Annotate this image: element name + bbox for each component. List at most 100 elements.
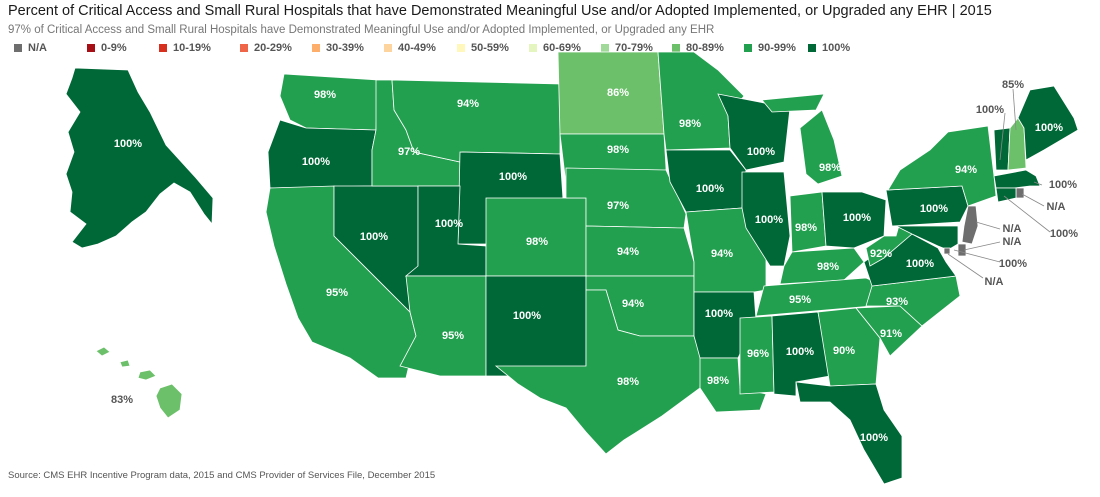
legend-item-60-69[interactable]: 60-69% (529, 41, 581, 55)
state-label-wyoming: 100% (499, 171, 527, 183)
legend-item-10-19[interactable]: 10-19% (159, 41, 211, 55)
legend-swatch (159, 44, 167, 52)
source-note: Source: CMS EHR Incentive Program data, … (8, 470, 436, 481)
state-michigan[interactable] (761, 93, 843, 185)
state-label-louisiana: 98% (707, 375, 729, 387)
legend-item-20-29[interactable]: 20-29% (240, 41, 292, 55)
state-label-alaska: 100% (114, 138, 142, 150)
legend-item-30-39[interactable]: 30-39% (312, 41, 364, 55)
state-label-pennsylvania: 100% (920, 203, 948, 215)
state-alaska[interactable] (65, 67, 214, 249)
legend-label: 100% (822, 42, 851, 54)
state-label-massachusetts: 100% (1049, 179, 1077, 191)
state-shapes (65, 51, 1079, 485)
state-new-york[interactable] (887, 125, 997, 207)
state-label-maryland: 100% (999, 258, 1027, 270)
state-label-oregon: 100% (302, 156, 330, 168)
legend-item-90-99[interactable]: 90-99% (744, 41, 796, 55)
state-label-tennessee: 95% (789, 294, 811, 306)
legend-swatch (87, 44, 95, 52)
state-label-georgia: 90% (833, 345, 855, 357)
state-label-ohio: 100% (843, 212, 871, 224)
state-illinois[interactable] (741, 171, 791, 267)
state-label-texas: 98% (617, 376, 639, 388)
leader-line (953, 249, 1001, 263)
state-label-missouri: 94% (711, 248, 733, 260)
legend-label: 90-99% (758, 42, 796, 54)
legend-item-80-89[interactable]: 80-89% (672, 41, 724, 55)
legend-label: 80-89% (686, 42, 724, 54)
map-subtitle: 97% of Critical Access and Small Rural H… (8, 24, 715, 36)
callout-leader-lines (947, 88, 1051, 279)
legend-label: 20-29% (254, 42, 292, 54)
state-label-alabama: 100% (786, 346, 814, 358)
legend-item-40-49[interactable]: 40-49% (384, 41, 436, 55)
state-label-wisconsin: 100% (747, 146, 775, 158)
state-value-labels: 100% 83% 98% 100% 95% 100% 97% 94% 100% 100% 95% 98… (111, 79, 1078, 444)
leader-line (1033, 181, 1043, 186)
state-label-indiana: 98% (795, 222, 817, 234)
leader-line (999, 112, 1006, 161)
legend-label: 70-79% (615, 42, 653, 54)
legend-swatch (672, 44, 680, 52)
state-rhode-island[interactable] (1015, 187, 1025, 199)
state-label-colorado: 98% (526, 236, 548, 248)
leader-line (975, 221, 1001, 230)
state-georgia[interactable] (817, 307, 881, 387)
state-label-michigan: 98% (819, 162, 841, 174)
state-massachusetts[interactable] (993, 169, 1041, 189)
legend-item-100[interactable]: 100% (808, 41, 850, 55)
leader-line (1003, 195, 1051, 233)
legend-swatch (744, 44, 752, 52)
legend-swatch (384, 44, 392, 52)
state-label-illinois: 100% (755, 214, 783, 226)
legend-item-50-59[interactable]: 50-59% (457, 41, 509, 55)
state-label-nebraska: 97% (607, 200, 629, 212)
state-label-new-york: 94% (955, 164, 977, 176)
state-label-mississippi: 96% (747, 348, 769, 360)
state-label-west-virginia: 92% (870, 248, 892, 260)
state-connecticut[interactable] (995, 187, 1017, 203)
state-label-north-dakota: 86% (607, 87, 629, 99)
state-label-virginia: 100% (906, 258, 934, 270)
legend-swatch (14, 44, 22, 52)
state-label-new-jersey: N/A (1003, 223, 1022, 235)
leader-line (1012, 88, 1017, 131)
legend-item-na[interactable]: N/A (14, 41, 47, 55)
legend-label: N/A (28, 42, 47, 54)
legend-label: 40-49% (398, 42, 436, 54)
state-new-mexico[interactable] (485, 275, 587, 377)
legend-swatch (808, 44, 816, 52)
state-maine[interactable] (1017, 85, 1079, 161)
legend-item-0-9[interactable]: 0-9% (87, 41, 127, 55)
state-label-kentucky: 98% (817, 261, 839, 273)
state-label-california: 95% (326, 287, 348, 299)
legend-label: 0-9% (101, 42, 127, 54)
state-louisiana[interactable] (699, 357, 767, 413)
state-florida[interactable] (795, 381, 903, 485)
state-label-utah: 100% (435, 218, 463, 230)
state-label-maine: 100% (1035, 122, 1063, 134)
state-label-kansas: 94% (617, 246, 639, 258)
state-washington[interactable] (279, 73, 379, 131)
legend-item-70-79[interactable]: 70-79% (601, 41, 653, 55)
state-hawaii[interactable] (95, 346, 183, 419)
state-vermont[interactable] (993, 127, 1011, 171)
leader-line (963, 241, 1001, 251)
map-title: Percent of Critical Access and Small Rur… (8, 3, 992, 19)
state-label-florida: 100% (860, 432, 888, 444)
state-oregon[interactable] (267, 119, 377, 189)
state-mississippi[interactable] (739, 315, 775, 395)
state-label-montana: 94% (457, 98, 479, 110)
legend-label: 10-19% (173, 42, 211, 54)
state-district-of-columbia[interactable] (943, 247, 951, 255)
state-new-jersey[interactable] (961, 205, 979, 245)
state-label-new-hampshire: 85% (1002, 79, 1024, 91)
state-kansas[interactable] (585, 225, 695, 277)
state-label-district-of-columbia: N/A (985, 276, 1004, 288)
state-label-idaho: 97% (398, 146, 420, 158)
state-label-rhode-island: N/A (1047, 201, 1066, 213)
state-label-arizona: 95% (442, 330, 464, 342)
legend-swatch (240, 44, 248, 52)
